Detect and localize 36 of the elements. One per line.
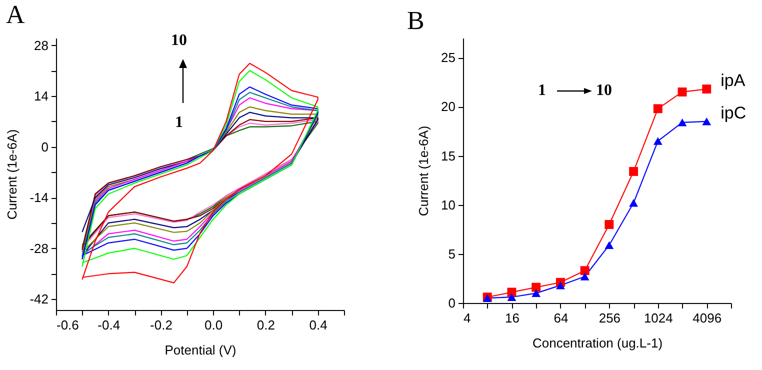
y-tick-label: 14 — [34, 88, 48, 104]
y-tick-label: 10 — [441, 197, 456, 212]
x-tick-label: 16 — [504, 310, 520, 326]
x-axis-title: Concentration (ug.L-1) — [532, 336, 663, 350]
y-tick-label: -14 — [30, 190, 48, 206]
y-axis-title: Current (1e-6A) — [4, 129, 20, 220]
x-tick-label: -0.6 — [56, 318, 79, 332]
annotation: 1 — [175, 114, 183, 131]
y-tick-label: 28 — [34, 38, 48, 53]
x-tick-label: 0.0 — [204, 318, 223, 332]
x-tick-label: 0.2 — [256, 318, 275, 332]
x-axis-title: Potential (V) — [164, 342, 236, 358]
y-tick-label: 5 — [448, 246, 456, 262]
y-tick-label: -28 — [30, 240, 48, 256]
y-tick-label: 0 — [41, 139, 48, 154]
x-tick-label: 64 — [554, 310, 568, 326]
chart-title: A — [6, 0, 25, 29]
series-label: ipA — [720, 71, 746, 90]
x-tick-label: 0.4 — [309, 318, 328, 332]
annotation: 1 — [538, 82, 546, 99]
annotation: 10 — [596, 82, 612, 99]
annotation: 10 — [171, 32, 187, 49]
y-tick-label: 20 — [441, 99, 456, 114]
y-tick-label: 15 — [441, 148, 456, 164]
x-tick-label: 256 — [598, 310, 621, 326]
x-tick-label: 4 — [464, 310, 471, 326]
x-tick-label: 4096 — [692, 310, 722, 326]
y-axis-title: Current (1e-6A) — [416, 126, 432, 216]
x-tick-label: -0.4 — [98, 318, 120, 332]
y-tick-label: -42 — [30, 292, 48, 307]
series-label: ipC — [720, 103, 746, 122]
y-tick-label: 25 — [441, 50, 456, 66]
x-tick-label: -0.2 — [150, 318, 172, 332]
y-tick-label: 0 — [448, 296, 456, 310]
chart-title: B — [407, 6, 424, 35]
x-tick-label: 1024 — [644, 310, 673, 326]
